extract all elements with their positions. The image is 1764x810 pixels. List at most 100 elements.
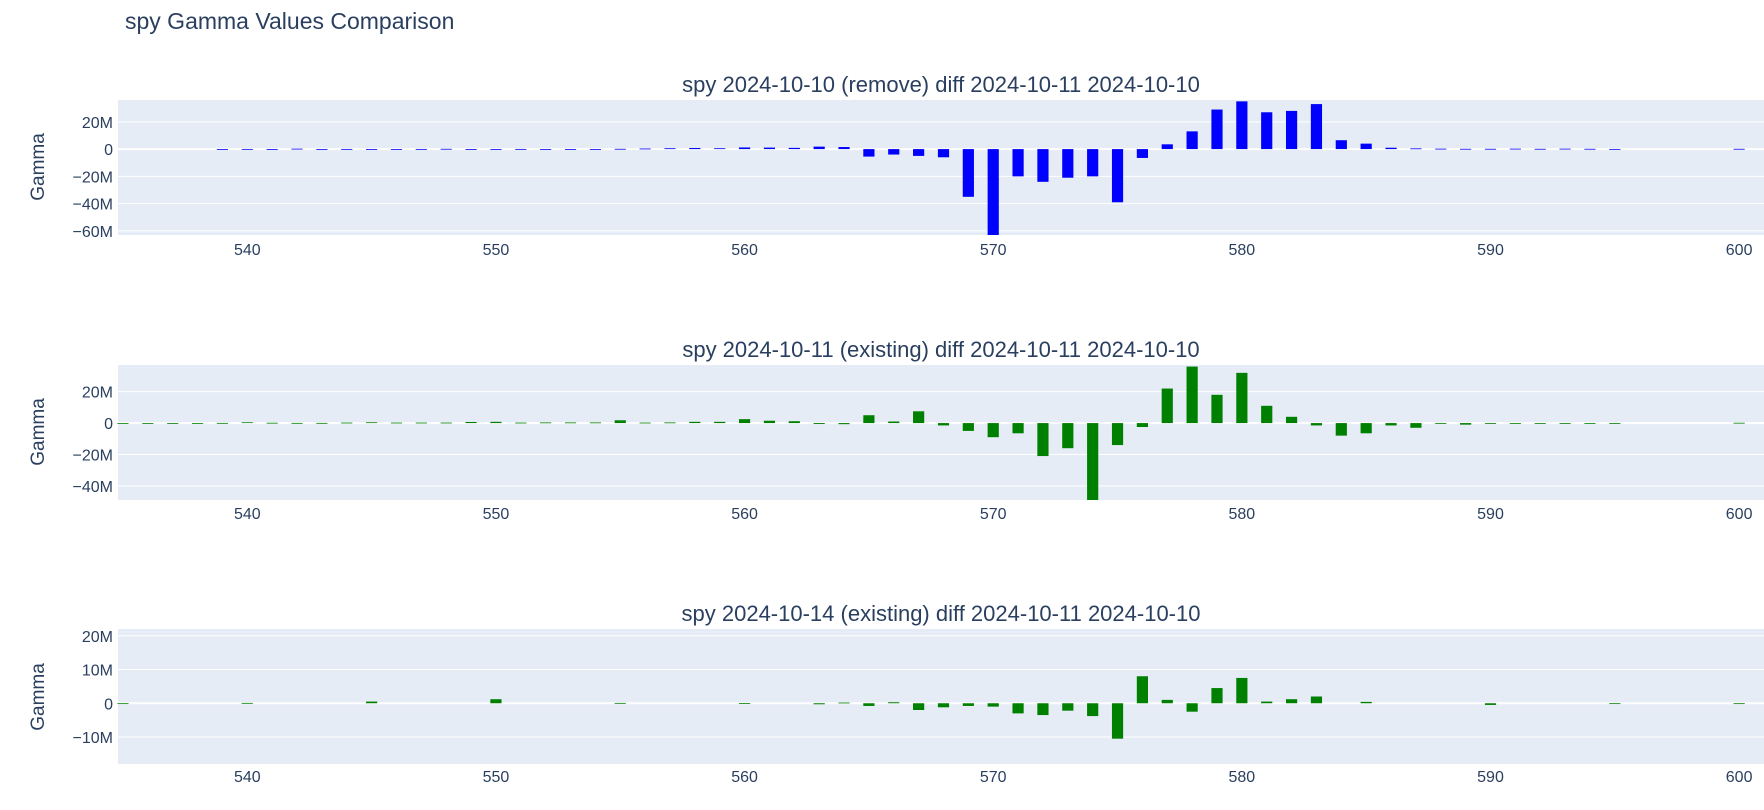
- bar: [987, 703, 999, 707]
- bar: [490, 149, 502, 150]
- y-tick-label: 0: [104, 142, 113, 159]
- bar: [1111, 703, 1124, 739]
- bar: [1236, 677, 1248, 704]
- bar: [1584, 148, 1596, 150]
- bar: [1236, 101, 1248, 150]
- bar: [1484, 423, 1497, 424]
- x-tick-label: 540: [234, 506, 261, 523]
- bar: [1261, 701, 1273, 704]
- plot-area-2: [118, 365, 1764, 500]
- bar: [714, 148, 726, 150]
- x-tick-label: 600: [1726, 506, 1753, 523]
- bar: [689, 148, 701, 150]
- subplot-1: 20M 0 −20M −40M −60M 540 550 560 570 580 590 600 spy…: [28, 72, 1764, 259]
- bar: [863, 415, 875, 424]
- y-axis-label: Gamma: [28, 133, 49, 201]
- bar: [1161, 388, 1173, 424]
- y-tick-label: −20M: [73, 169, 113, 186]
- bar: [1385, 147, 1397, 150]
- x-tick-label: 550: [483, 769, 510, 786]
- bar: [515, 422, 527, 424]
- bar: [1136, 149, 1148, 158]
- bar: [1186, 703, 1198, 712]
- x-tick-label: 540: [234, 242, 261, 259]
- bar: [1062, 149, 1074, 178]
- bar: [1584, 423, 1596, 424]
- y-tick-label: −40M: [73, 479, 113, 496]
- bar: [1360, 701, 1372, 704]
- bar: [1733, 148, 1745, 150]
- bar: [987, 423, 999, 438]
- y-tick-label: 20M: [82, 115, 113, 132]
- x-tick-label: 600: [1726, 242, 1753, 259]
- subplot-title: spy 2024-10-14 (existing) diff 2024-10-1…: [682, 601, 1201, 626]
- chart-main-title: spy Gamma Values Comparison: [125, 8, 455, 34]
- bar: [1410, 148, 1422, 150]
- bar: [1062, 423, 1074, 449]
- bar: [1111, 149, 1124, 203]
- bar: [1360, 423, 1372, 434]
- bar: [1211, 688, 1223, 704]
- bar: [1733, 422, 1745, 424]
- bar: [838, 702, 850, 704]
- bar: [1062, 703, 1074, 711]
- bar: [1161, 144, 1173, 150]
- subplot-2: 20M 0 −20M −40M 540 550 560 570 580 590 600 spy 202…: [28, 337, 1764, 523]
- x-tick-label: 590: [1477, 769, 1504, 786]
- bar: [937, 423, 950, 426]
- y-tick-label: −10M: [73, 730, 113, 747]
- bar: [1460, 423, 1472, 425]
- x-tick-label: 580: [1229, 506, 1256, 523]
- x-tick-label: 550: [483, 242, 510, 259]
- bar: [167, 423, 179, 424]
- plot-area-1: [118, 100, 1764, 235]
- bar: [888, 421, 900, 424]
- bar: [614, 420, 626, 424]
- bar: [763, 147, 776, 150]
- bar: [863, 703, 875, 706]
- bar: [1111, 423, 1124, 446]
- y-tick-label: −60M: [73, 224, 113, 241]
- bar: [1435, 148, 1447, 150]
- bar: [1012, 703, 1024, 714]
- bar: [614, 148, 626, 150]
- bar: [515, 148, 527, 150]
- bar: [142, 423, 154, 424]
- bar: [1484, 148, 1497, 150]
- bar: [913, 411, 925, 424]
- bar: [813, 146, 825, 150]
- bar: [316, 422, 328, 424]
- bar: [1087, 423, 1099, 500]
- y-axis-label: Gamma: [28, 398, 49, 466]
- bar: [266, 149, 278, 150]
- bar: [1733, 703, 1745, 705]
- bar: [291, 148, 303, 150]
- bar: [366, 701, 378, 704]
- bar: [1285, 416, 1298, 424]
- bar: [1460, 148, 1472, 150]
- bar: [1136, 676, 1148, 704]
- bar: [689, 421, 701, 424]
- y-tick-label: 10M: [82, 663, 113, 680]
- bar: [1037, 703, 1049, 716]
- bar: [664, 148, 676, 150]
- bar: [440, 422, 452, 424]
- bar: [639, 422, 651, 424]
- x-tick-label: 590: [1477, 506, 1504, 523]
- bar: [1410, 423, 1422, 428]
- bar: [738, 703, 751, 704]
- bar: [788, 147, 800, 150]
- x-tick-label: 590: [1477, 242, 1504, 259]
- bar: [291, 422, 303, 424]
- y-tick-label: 0: [104, 696, 113, 713]
- bar: [937, 703, 950, 708]
- bar: [1534, 148, 1546, 150]
- bar: [1186, 131, 1198, 150]
- y-tick-label: −20M: [73, 447, 113, 464]
- bar: [390, 149, 403, 150]
- bar: [1012, 149, 1024, 177]
- bar: [962, 423, 974, 431]
- bar: [614, 702, 626, 704]
- bar: [341, 148, 353, 150]
